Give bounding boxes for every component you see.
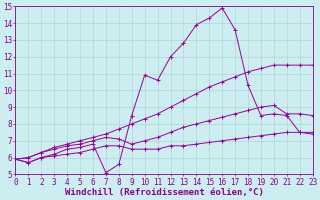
X-axis label: Windchill (Refroidissement éolien,°C): Windchill (Refroidissement éolien,°C) [65, 188, 263, 197]
